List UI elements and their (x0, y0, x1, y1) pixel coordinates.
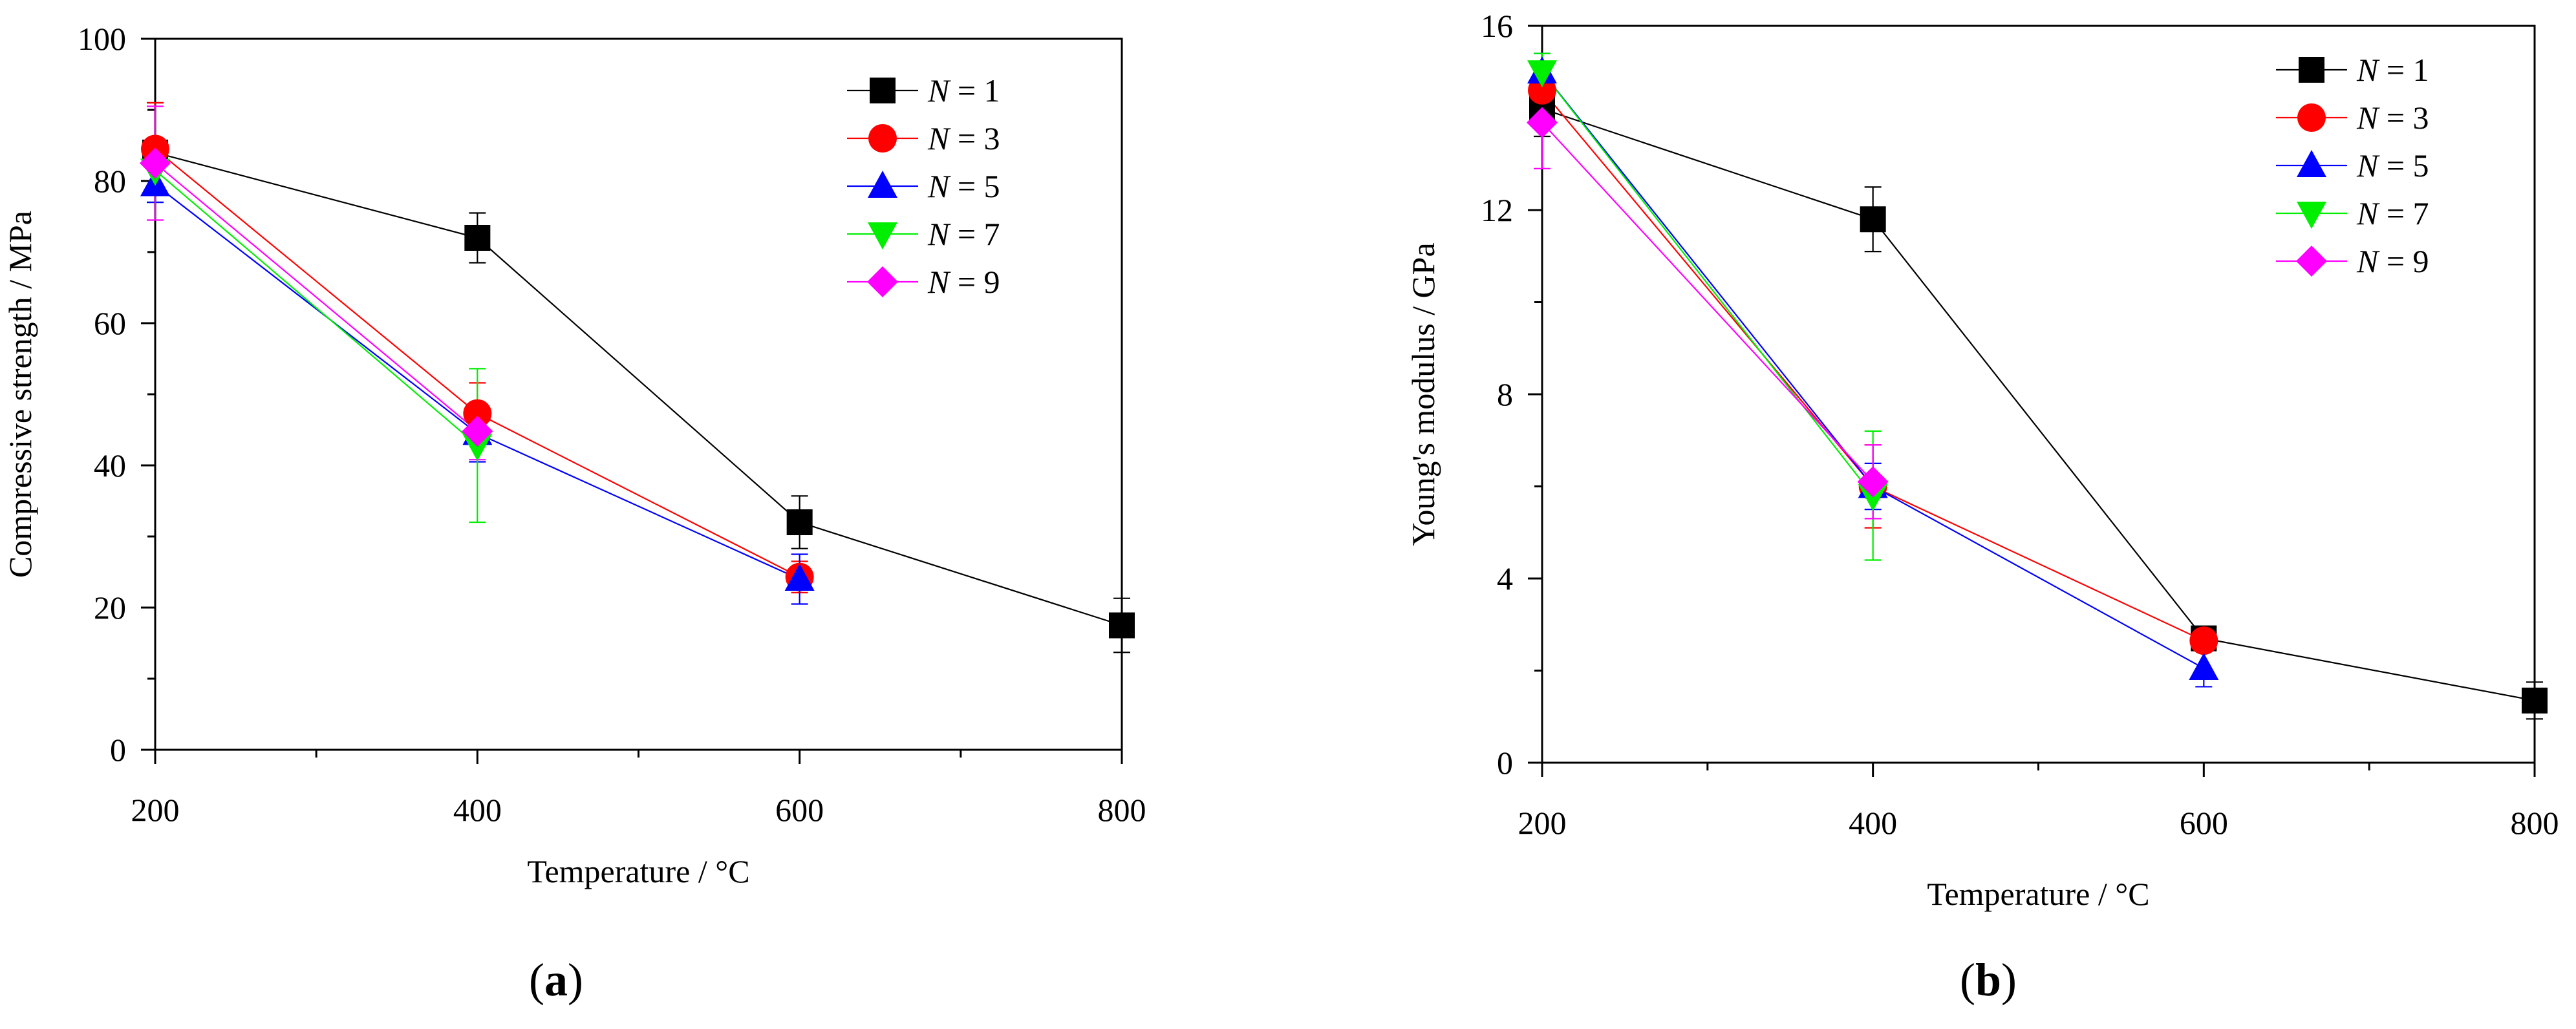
legend-label: N = 9 (2356, 243, 2429, 279)
series-line (1541, 122, 1874, 483)
plot-frame (1541, 25, 2536, 764)
legend-label: N = 7 (2356, 195, 2429, 231)
y-tick-label: 0 (1497, 745, 1513, 781)
x-tick-label: 800 (1098, 792, 1146, 828)
legend-label: N = 5 (2356, 147, 2429, 184)
legend-marker (868, 124, 897, 153)
x-axis-title: Temperature / °C (527, 853, 749, 889)
data-point (464, 225, 491, 251)
legend-entry: N = 7 (2276, 195, 2429, 231)
series-line (155, 151, 1122, 626)
legend-label: N = 5 (927, 168, 1000, 204)
data-point (1858, 483, 1888, 511)
legend-entry: N = 5 (847, 168, 1000, 204)
x-tick-label: 400 (1849, 805, 1897, 841)
chart-b: 200 400 600 800 0 4 8 12 16 Temperature / °C Young… (1405, 8, 2559, 1006)
legend-marker (2299, 57, 2324, 83)
legend-marker (2297, 103, 2326, 132)
y-tick-label: 12 (1481, 192, 1513, 228)
legend-marker (867, 266, 898, 297)
data-point (462, 416, 493, 447)
series-line (1541, 71, 2204, 669)
data-point (784, 564, 815, 591)
legend-label: N = 9 (927, 264, 1000, 300)
series-line (1541, 108, 2535, 701)
y-tick-label: 16 (1481, 8, 1513, 44)
data-point (1857, 466, 1889, 498)
data-point (1860, 206, 1886, 233)
y-tick-label: 0 (110, 732, 126, 768)
data-point (2522, 687, 2548, 714)
legend-label: N = 1 (2356, 52, 2429, 88)
legend-label: N = 1 (927, 72, 1000, 109)
y-axis-title: Young's modulus / GPa (1405, 242, 1441, 546)
x-tick-label: 600 (775, 792, 824, 828)
legend-entry: N = 7 (847, 216, 1000, 252)
series-line (155, 162, 478, 432)
y-tick-label: 60 (94, 305, 126, 341)
legend-entry: N = 1 (2276, 52, 2429, 88)
legend-entry: N = 1 (847, 72, 1000, 109)
y-tick-label: 4 (1497, 560, 1513, 597)
x-axis-title: Temperature / °C (1927, 876, 2149, 912)
legend-marker (870, 78, 896, 103)
y-tick-label: 100 (78, 21, 126, 57)
legend-entry: N = 9 (2276, 243, 2429, 279)
data-point (1109, 612, 1135, 639)
panel-label: (b) (1960, 954, 2017, 1006)
legend-label: N = 3 (927, 120, 1000, 156)
legend-marker (868, 171, 897, 198)
legend-entry: N = 5 (2276, 147, 2429, 184)
x-tick-label: 800 (2511, 805, 2559, 841)
data-point (462, 434, 493, 461)
data-point (140, 147, 171, 179)
series-line (155, 169, 478, 447)
x-tick-label: 400 (453, 792, 502, 828)
legend-marker (2296, 246, 2327, 277)
legend-entry: N = 3 (847, 120, 1000, 156)
legend-label: N = 3 (2356, 100, 2429, 136)
legend-marker (2297, 150, 2326, 177)
x-tick-label: 200 (131, 792, 180, 828)
x-tick-label: 200 (1518, 805, 1567, 841)
chart-a: 200 400 600 800 0 20 40 60 80 100 Temperature / °C… (2, 21, 1146, 1006)
y-tick-label: 80 (94, 163, 126, 199)
legend-entry: N = 9 (847, 264, 1000, 300)
x-tick-label: 600 (2180, 805, 2228, 841)
legend-entry: N = 3 (2276, 100, 2429, 136)
data-point (786, 509, 813, 535)
y-tick-label: 20 (94, 589, 126, 626)
data-point (1527, 107, 1558, 138)
legend-marker (2297, 202, 2326, 229)
legend-marker (868, 222, 897, 249)
y-axis-title: Compressive strength / MPa (2, 211, 38, 578)
data-point (1527, 60, 1557, 88)
series-line (1541, 71, 1874, 496)
y-tick-label: 8 (1497, 376, 1513, 412)
data-point (2189, 626, 2218, 655)
panel-label: (a) (529, 954, 583, 1006)
data-point (2189, 652, 2219, 680)
legend-label: N = 7 (927, 216, 1000, 252)
y-tick-label: 40 (94, 447, 126, 483)
data-point (463, 399, 492, 428)
